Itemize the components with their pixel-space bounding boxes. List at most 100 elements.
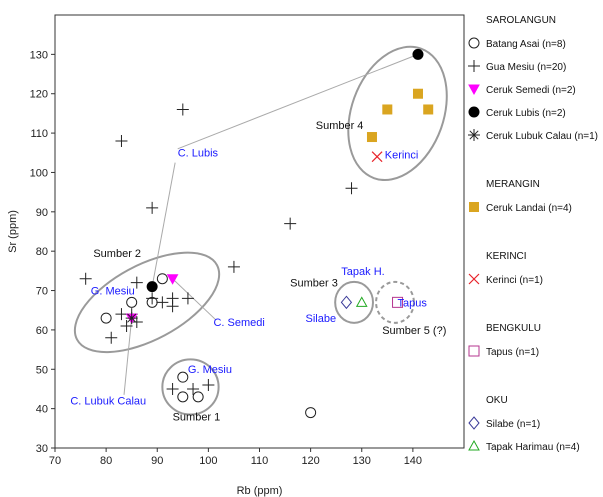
legend-label: Ceruk Lubis (n=2) [486,108,566,119]
data-point [371,151,383,163]
data-point [345,182,358,195]
x-axis-title: Rb (ppm) [237,485,283,497]
data-point [340,295,353,310]
data-point [284,217,297,230]
legend-group-header: KERINCI [486,251,527,262]
legend-label: Ceruk Landai (n=4) [486,203,572,214]
data-point [146,281,158,293]
annotation-label: Tapus [398,297,428,309]
annotation-label: Sumber 4 [316,120,364,132]
data-point [423,104,434,115]
data-point [130,276,143,289]
data-point [166,300,179,313]
data-point [181,292,194,305]
data-marks [79,48,434,419]
legend-label: Tapus (n=1) [486,347,539,358]
y-tick-label: 30 [36,443,48,455]
leader-line [151,162,176,287]
plot-frame [54,14,465,449]
legend-label: Gua Mesiu (n=20) [486,62,566,73]
data-point [382,104,393,115]
data-point [177,391,189,403]
data-point [177,371,189,383]
group-ellipse [334,280,374,324]
legend-marker [468,84,480,96]
x-axis: 70 80 90 100 110 120 130 140 [49,448,422,467]
annotation-label: C. Lubis [178,148,219,160]
data-point [412,48,424,60]
data-point [100,312,112,324]
legend-group-header: MERANGIN [486,179,540,190]
group-ellipses [73,45,448,416]
annotation-label: G. Mesiu [91,285,135,297]
annotation-label: Silabe [306,313,337,325]
data-point [156,273,168,285]
annotation-label: Sumber 1 [173,411,221,423]
data-point [105,331,118,344]
legend-marker [468,273,480,285]
y-tick-label: 40 [36,404,48,416]
legend-marker [468,439,480,451]
annotation-label: Sumber 5 (?) [382,325,446,337]
legend-marker [468,345,480,357]
x-tick-label: 110 [251,455,269,467]
data-point [192,391,204,403]
x-tick-label: 100 [199,455,217,467]
y-tick-label: 90 [36,207,48,219]
x-tick-label: 120 [301,455,319,467]
annotation-label: G. Mesiu [188,364,232,376]
leader-line [123,318,133,395]
annotation-label: Kerinci [385,150,419,162]
plot-area: Sumber 1 Sumber 2 Sumber 3 Sumber 4 Sumber 5… [54,14,465,449]
x-tick-label: 90 [151,455,163,467]
data-point [305,407,317,419]
data-point [115,308,128,321]
y-tick-label: 70 [36,286,48,298]
y-tick-label: 80 [36,246,48,258]
data-point [392,296,404,308]
y-tick-label: 100 [30,167,48,179]
y-tick-label: 60 [36,325,48,337]
data-point [202,379,215,392]
data-point [146,201,159,214]
leader-line [172,278,217,321]
data-point [412,88,423,99]
data-point [366,132,377,143]
data-point [176,103,189,116]
legend-group-header: BENGKULU [486,323,541,334]
x-tick-label: 80 [100,455,112,467]
data-point [79,272,92,285]
legend-label: Kerinci (n=1) [486,275,543,286]
legend-marker [468,416,480,430]
legend-group-header: SAROLANGUN [486,15,556,26]
legend: SAROLANGUN Batang Asai (n=8) Gua Mesiu (n=… [468,15,598,453]
data-point [166,382,179,395]
y-tick-label: 130 [30,49,48,61]
x-tick-label: 70 [49,455,61,467]
y-tick-label: 120 [30,89,48,101]
annotation-label: Tapak H. [341,266,384,278]
legend-label: Ceruk Semedi (n=2) [486,85,576,96]
legend-label: Batang Asai (n=8) [486,39,566,50]
x-tick-label: 140 [404,455,422,467]
data-point [146,292,159,305]
legend-marker [468,37,480,49]
data-point [166,274,179,285]
annotations: Sumber 1 Sumber 2 Sumber 3 Sumber 4 Sumber 5… [70,120,446,423]
annotation-label: C. Semedi [213,317,264,329]
y-axis-title: Sr (ppm) [7,210,19,253]
group-ellipse [73,251,221,354]
group-ellipse [347,45,448,182]
group-ellipse [161,358,220,416]
data-point [355,296,368,307]
annotation-label: C. Lubuk Calau [70,396,146,408]
legend-label: Tapak Harimau (n=4) [486,442,580,453]
legend-marker [469,202,479,212]
data-point [187,382,200,395]
annotation-label: Sumber 2 [93,248,141,260]
data-point [125,312,138,325]
leader-lines [123,53,419,395]
leader-line [177,53,419,150]
data-point [115,134,128,147]
